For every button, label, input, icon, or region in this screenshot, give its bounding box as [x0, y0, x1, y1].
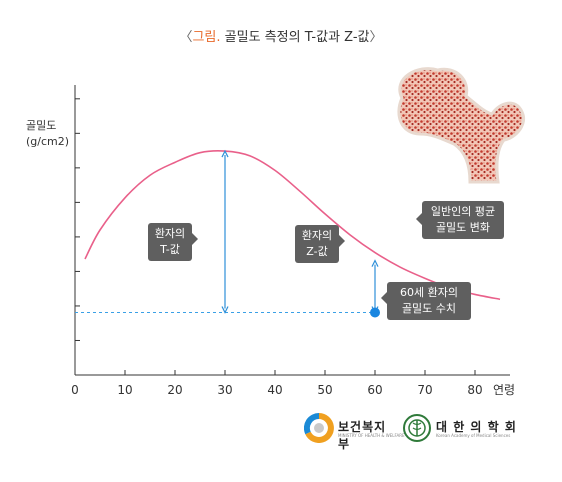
x-tick-label: 0	[71, 383, 79, 397]
academy-emblem-icon	[403, 414, 431, 442]
callout-age60-patient: 60세 환자의 골밀도 수치	[381, 282, 471, 320]
figure-title: 〈그림. 골밀도 측정의 T-값과 Z-값〉	[0, 26, 562, 45]
callout-average-curve: 일반인의 평균 골밀도 변화	[416, 201, 504, 239]
callout-average-line2: 골밀도 변화	[435, 221, 491, 234]
y-axis-label: 골밀도 (g/cm2)	[26, 118, 69, 150]
academy-name: 대 한 의 학 회	[436, 420, 517, 434]
title-bracket-close: 〉	[369, 30, 383, 45]
ministry-name: 보건복지부	[338, 420, 387, 451]
callout-patient-t-line2: T-값	[160, 243, 180, 256]
callout-patient-z-score: 환자의 Z-값	[295, 225, 345, 263]
callout-patient-z-line1: 환자의	[301, 229, 333, 242]
ministry-emblem-icon	[304, 413, 334, 443]
ministry-logo: 보건복지부 MINISTRY OF HEALTH & WELFARE	[302, 413, 405, 451]
x-axis-label: 연령	[493, 383, 515, 397]
title-text: 골밀도 측정의 T-값과 Z-값	[220, 30, 370, 45]
academy-subtitle: Korean Academy of Medical Sciences	[436, 433, 511, 438]
x-tick-label: 60	[367, 383, 382, 397]
title-bracket-open: 〈	[179, 30, 193, 45]
callout-age60-line2: 골밀도 수치	[401, 302, 457, 315]
femur-bone-illustration	[397, 67, 525, 184]
x-tick-label: 10	[117, 383, 132, 397]
axes: 0 10 20 30 40 50 60 70 80 연령	[71, 85, 515, 397]
callout-average-line1: 일반인의 평균	[430, 205, 496, 218]
ministry-subtitle: MINISTRY OF HEALTH & WELFARE	[338, 433, 405, 438]
y-axis-label-line2: (g/cm2)	[26, 135, 70, 148]
x-tick-label: 40	[267, 383, 282, 397]
x-tick-label: 50	[317, 383, 332, 397]
academy-logo: 대 한 의 학 회 Korean Academy of Medical Scie…	[400, 413, 530, 447]
callout-patient-t-line1: 환자의	[154, 227, 186, 240]
patient-data-point	[370, 307, 380, 318]
callout-patient-z-line2: Z-값	[306, 245, 328, 258]
x-tick-label: 70	[417, 383, 432, 397]
callout-patient-t-score: 환자의 T-값	[148, 223, 198, 261]
chart-marks	[75, 149, 501, 318]
x-tick-label: 30	[217, 383, 232, 397]
x-tick-label: 80	[467, 383, 482, 397]
title-keyword: 그림.	[192, 30, 221, 45]
y-axis-label-line1: 골밀도	[26, 119, 57, 132]
z-score-arrow-head-top	[371, 259, 379, 267]
x-tick-label: 20	[167, 383, 182, 397]
average-bone-density-curve	[84, 150, 501, 301]
t-score-arrow-head-bottom	[221, 306, 229, 314]
callout-age60-line1: 60세 환자의	[400, 286, 458, 299]
t-score-arrow-head-top	[221, 149, 229, 158]
